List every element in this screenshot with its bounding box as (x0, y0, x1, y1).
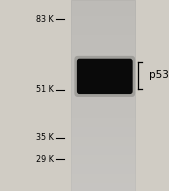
Bar (71, 0, 135, 191)
Text: p53: p53 (149, 70, 169, 80)
Text: 29 K: 29 K (36, 155, 54, 164)
FancyBboxPatch shape (77, 59, 133, 94)
Text: 35 K: 35 K (36, 133, 54, 142)
Text: 51 K: 51 K (36, 85, 54, 94)
Text: 83 K: 83 K (37, 15, 54, 24)
FancyBboxPatch shape (74, 56, 135, 97)
